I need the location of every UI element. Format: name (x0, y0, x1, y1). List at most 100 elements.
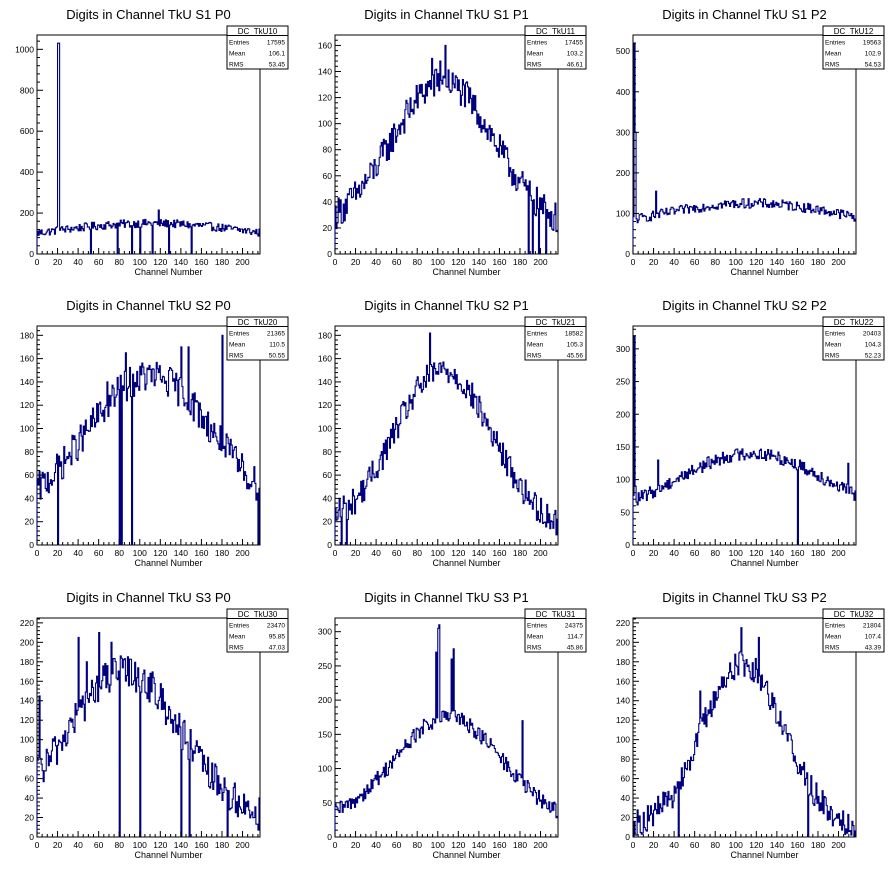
x-tick-label: 160 (492, 257, 506, 267)
stats-label-mean: Mean (229, 342, 246, 349)
stats-value-mean: 95.85 (269, 634, 286, 641)
stats-label-mean: Mean (825, 51, 842, 58)
stats-value-rms: 46.61 (567, 62, 584, 69)
x-tick-label: 100 (729, 840, 743, 850)
y-tick-label: 160 (616, 676, 630, 686)
stats-value-entries: 19563 (863, 40, 881, 47)
y-tick-label: 40 (323, 197, 333, 207)
y-tick-label: 60 (621, 774, 631, 784)
x-tick-label: 200 (831, 840, 845, 850)
y-tick-label: 50 (621, 507, 631, 517)
y-tick-label: 0 (625, 249, 630, 259)
y-axis: 0 20 40 60 80 100 120 140 160 (318, 34, 341, 259)
y-tick-label: 40 (25, 493, 35, 503)
y-tick-label: 80 (621, 754, 631, 764)
y-axis: 0 50 100 150 200 250 300 (318, 617, 341, 842)
x-axis: 0 20 40 60 80 100 120 140 160 180 200 (631, 248, 855, 267)
stats-box-frame (822, 25, 885, 70)
y-tick-label: 80 (323, 447, 333, 457)
y-tick-label: 300 (616, 127, 630, 137)
x-tick-label: 120 (451, 548, 465, 558)
stats-box-frame (226, 25, 289, 70)
y-axis: 0 20 40 60 80 100 120 140 160 180 (318, 325, 341, 550)
stats-value-mean: 103.2 (567, 51, 584, 58)
y-tick-label: 40 (621, 793, 631, 803)
x-axis: 0 20 40 60 80 100 120 140 160 180 200 (333, 248, 557, 267)
histogram-panel-1: Digits in Channel TkU S1 P0 0 20 40 60 80 100 1… (15, 7, 289, 277)
x-tick-label: 20 (649, 548, 659, 558)
y-tick-label: 40 (25, 793, 35, 803)
stats-label-rms: RMS (825, 62, 840, 69)
chart-title: Digits in Channel TkU S2 P0 (66, 298, 231, 313)
y-tick-label: 150 (318, 729, 332, 739)
x-tick-label: 80 (710, 840, 720, 850)
y-tick-label: 0 (29, 249, 34, 259)
x-tick-label: 80 (114, 840, 124, 850)
stats-value-rms: 45.56 (567, 353, 584, 360)
x-tick-label: 40 (371, 840, 381, 850)
y-tick-label: 200 (20, 208, 34, 218)
x-tick-label: 200 (831, 548, 845, 558)
stats-value-entries: 17595 (267, 40, 285, 47)
y-tick-label: 60 (25, 774, 35, 784)
x-tick-label: 100 (133, 840, 147, 850)
x-tick-label: 80 (412, 548, 422, 558)
stats-name: DC_TkU11 (536, 27, 576, 36)
x-tick-label: 40 (371, 548, 381, 558)
y-tick-label: 250 (616, 377, 630, 387)
x-tick-label: 160 (492, 840, 506, 850)
stats-box-frame (822, 608, 885, 653)
stats-box-frame (524, 25, 587, 70)
y-tick-label: 400 (616, 87, 630, 97)
y-tick-label: 0 (29, 832, 34, 842)
x-axis-label: Channel Number (432, 850, 500, 860)
y-tick-label: 180 (20, 330, 34, 340)
x-tick-label: 160 (790, 840, 804, 850)
x-axis-label: Channel Number (730, 558, 798, 568)
y-tick-label: 60 (25, 470, 35, 480)
x-tick-label: 100 (431, 257, 445, 267)
y-tick-label: 100 (616, 475, 630, 485)
x-tick-label: 120 (749, 548, 763, 558)
x-tick-label: 180 (215, 840, 229, 850)
y-axis: 0 100 200 300 400 500 (616, 34, 639, 259)
plot-frame (334, 325, 559, 546)
y-tick-label: 20 (25, 517, 35, 527)
x-tick-label: 100 (431, 840, 445, 850)
stats-box-frame (822, 316, 885, 361)
stats-name: DC_TkU30 (238, 610, 278, 619)
x-tick-label: 80 (412, 840, 422, 850)
x-tick-label: 140 (472, 257, 486, 267)
x-tick-label: 0 (333, 257, 338, 267)
stats-box-frame (226, 316, 289, 361)
stats-label-rms: RMS (825, 353, 840, 360)
y-tick-label: 140 (616, 696, 630, 706)
x-tick-label: 200 (235, 257, 249, 267)
x-axis: 0 20 40 60 80 100 120 140 160 180 200 (631, 831, 855, 850)
chart-title: Digits in Channel TkU S3 P0 (66, 590, 231, 605)
stats-label-rms: RMS (229, 645, 244, 652)
y-tick-label: 500 (616, 46, 630, 56)
x-tick-label: 20 (351, 257, 361, 267)
y-tick-label: 180 (616, 657, 630, 667)
x-axis-label: Channel Number (432, 267, 500, 277)
x-tick-label: 20 (53, 257, 63, 267)
x-tick-label: 120 (451, 257, 465, 267)
x-tick-label: 100 (729, 257, 743, 267)
x-tick-label: 140 (770, 548, 784, 558)
y-tick-label: 140 (318, 67, 332, 77)
y-tick-label: 220 (616, 618, 630, 628)
y-tick-label: 20 (323, 517, 333, 527)
x-tick-label: 40 (669, 257, 679, 267)
plot-frame (632, 34, 857, 255)
stats-label-rms: RMS (527, 62, 542, 69)
stats-label-entries: Entries (229, 40, 250, 47)
x-axis-label: Channel Number (432, 558, 500, 568)
x-tick-label: 180 (811, 840, 825, 850)
stats-name: DC_TkU32 (834, 610, 874, 619)
histogram-panel-7: Digits in Channel TkU S3 P0 0 20 40 60 80 100 1… (20, 590, 289, 860)
x-tick-label: 0 (631, 257, 636, 267)
stats-label-entries: Entries (229, 623, 250, 630)
y-tick-label: 20 (323, 223, 333, 233)
stats-label-entries: Entries (825, 40, 846, 47)
